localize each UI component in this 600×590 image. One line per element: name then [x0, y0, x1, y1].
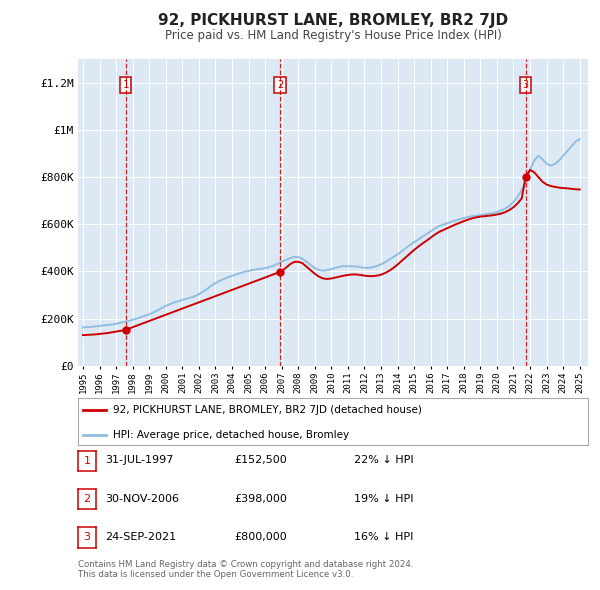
Text: 30-NOV-2006: 30-NOV-2006 — [105, 494, 179, 503]
Text: 3: 3 — [523, 80, 529, 90]
Text: 19% ↓ HPI: 19% ↓ HPI — [354, 494, 413, 503]
Text: HPI: Average price, detached house, Bromley: HPI: Average price, detached house, Brom… — [113, 430, 349, 440]
Text: £398,000: £398,000 — [234, 494, 287, 503]
Text: 1: 1 — [83, 456, 91, 466]
Text: 1: 1 — [122, 80, 129, 90]
Text: 2: 2 — [277, 80, 283, 90]
Text: 2: 2 — [83, 494, 91, 504]
Text: £152,500: £152,500 — [234, 455, 287, 465]
Text: 92, PICKHURST LANE, BROMLEY, BR2 7JD (detached house): 92, PICKHURST LANE, BROMLEY, BR2 7JD (de… — [113, 405, 422, 415]
Text: £800,000: £800,000 — [234, 532, 287, 542]
Text: 3: 3 — [83, 533, 91, 542]
Text: 22% ↓ HPI: 22% ↓ HPI — [354, 455, 413, 465]
Text: 16% ↓ HPI: 16% ↓ HPI — [354, 532, 413, 542]
Text: Contains HM Land Registry data © Crown copyright and database right 2024.
This d: Contains HM Land Registry data © Crown c… — [78, 560, 413, 579]
Text: 24-SEP-2021: 24-SEP-2021 — [105, 532, 176, 542]
Text: 92, PICKHURST LANE, BROMLEY, BR2 7JD: 92, PICKHURST LANE, BROMLEY, BR2 7JD — [158, 13, 508, 28]
Text: 31-JUL-1997: 31-JUL-1997 — [105, 455, 173, 465]
Text: Price paid vs. HM Land Registry's House Price Index (HPI): Price paid vs. HM Land Registry's House … — [164, 29, 502, 42]
